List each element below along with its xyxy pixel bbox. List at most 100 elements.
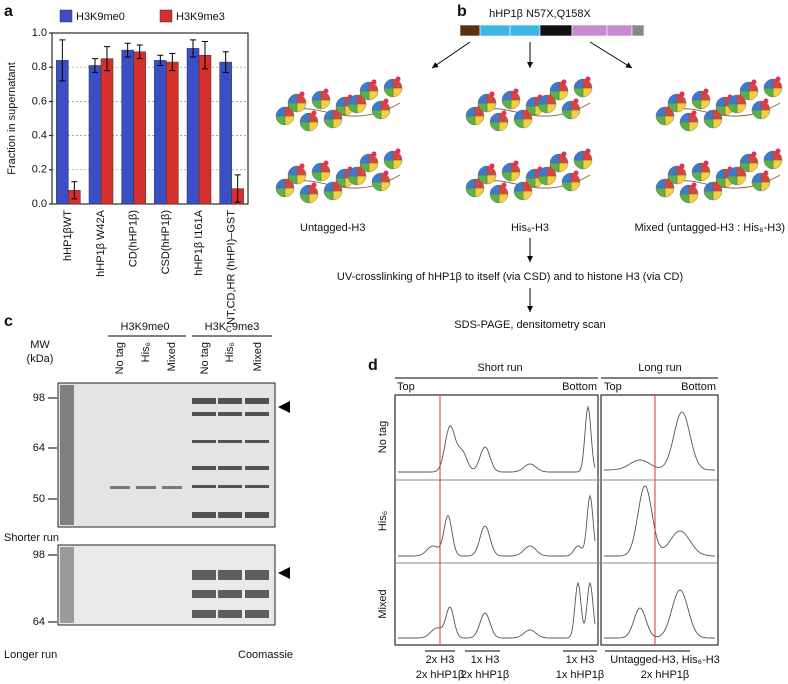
nucleosome	[296, 93, 307, 104]
hp1	[489, 163, 495, 169]
error-bar	[124, 42, 131, 58]
nucleosome	[760, 100, 771, 111]
group-label-sub: C	[226, 325, 232, 334]
nucleosome	[332, 118, 343, 129]
nucleosome	[323, 118, 334, 129]
band	[192, 466, 216, 470]
nucleosome	[703, 118, 714, 129]
nucleosome	[275, 115, 286, 126]
nucleosome	[311, 99, 322, 110]
band	[245, 440, 269, 443]
lane-label: His₆	[140, 342, 152, 362]
hp1	[395, 76, 401, 82]
nucleosome	[486, 165, 497, 176]
run-header: Long run	[638, 362, 681, 374]
band	[192, 610, 216, 618]
band-label: 2x H3	[426, 654, 455, 666]
band-label: 2x hHP1β	[641, 669, 690, 681]
band	[192, 512, 216, 518]
error-bar	[59, 39, 66, 82]
nucleosome	[380, 172, 391, 183]
nucleosome	[582, 78, 593, 89]
nucleosome	[561, 100, 572, 111]
nucleosome	[582, 87, 593, 98]
hp1	[489, 91, 495, 97]
band	[218, 412, 242, 416]
nucleosome	[465, 115, 476, 126]
nucleosome	[383, 150, 394, 161]
nucleosome	[655, 178, 666, 189]
nucleosome	[486, 174, 497, 185]
nucleosome	[380, 109, 391, 120]
plot-frame	[51, 32, 249, 205]
nucleosome	[748, 81, 759, 92]
bar	[133, 51, 146, 205]
construct-segment	[539, 24, 573, 37]
nucleosome	[525, 168, 536, 179]
nucleosome	[676, 165, 687, 176]
hp1	[751, 151, 757, 157]
nucleosome	[748, 90, 759, 101]
hp1	[395, 148, 401, 154]
nucleosome	[335, 168, 346, 179]
nucleosome	[772, 150, 783, 161]
nucleosome	[392, 87, 403, 98]
hp1	[383, 170, 389, 176]
band	[245, 412, 269, 416]
nucleosome	[703, 190, 714, 201]
construct-segment	[479, 24, 511, 37]
y-tick-label: 0.0	[32, 198, 47, 210]
hp1	[751, 79, 757, 85]
nucleosome	[368, 153, 379, 164]
nucleosome	[679, 193, 690, 204]
lane-label: No tag	[199, 342, 211, 374]
hp1	[763, 98, 769, 104]
trace	[604, 589, 715, 639]
nucleosome	[691, 162, 702, 173]
band-label: 1x hHP1β	[556, 669, 605, 681]
end-label: Bottom	[681, 381, 716, 393]
nucleosome	[474, 115, 485, 126]
nucleosome	[501, 171, 512, 182]
nucleosome	[736, 175, 747, 186]
nucleosome	[570, 172, 581, 183]
nucleosome	[501, 99, 512, 110]
nucleosome	[573, 150, 584, 161]
bar	[198, 54, 212, 205]
nucleosome	[513, 190, 524, 201]
run-header: Short run	[477, 362, 522, 374]
nucleosome	[760, 172, 771, 183]
band	[192, 412, 216, 416]
nucleosome	[676, 174, 687, 185]
nucleosome	[688, 112, 699, 123]
gel	[57, 544, 276, 626]
hp1	[323, 88, 329, 94]
nucleosome	[320, 90, 331, 101]
hp1	[311, 110, 317, 116]
group-label: H3K9me0	[121, 321, 170, 333]
error-bar	[157, 54, 164, 66]
error-bar	[190, 39, 196, 58]
nucleosome	[703, 181, 714, 192]
nucleosome	[772, 87, 783, 98]
nucleosome	[371, 172, 382, 183]
lane-label: His₆	[224, 342, 236, 362]
hp1	[513, 88, 519, 94]
band-label: 2x hHP1β	[416, 669, 465, 681]
hp1	[371, 79, 377, 85]
mw-label: 98	[33, 392, 45, 404]
x-tick-label: CSD(hHP1β)	[160, 210, 172, 274]
construct-segment	[459, 24, 481, 37]
construct-segment	[606, 24, 633, 37]
nucleosome	[498, 184, 509, 195]
nucleosome	[501, 90, 512, 101]
nucleosome	[570, 109, 581, 120]
band	[110, 486, 130, 489]
hp1	[383, 98, 389, 104]
nucleosome	[700, 90, 711, 101]
nucleosome	[332, 190, 343, 201]
nucleosome	[311, 90, 322, 101]
nucleosome	[275, 178, 286, 189]
nucleosome	[392, 150, 403, 161]
nucleosome	[772, 159, 783, 170]
